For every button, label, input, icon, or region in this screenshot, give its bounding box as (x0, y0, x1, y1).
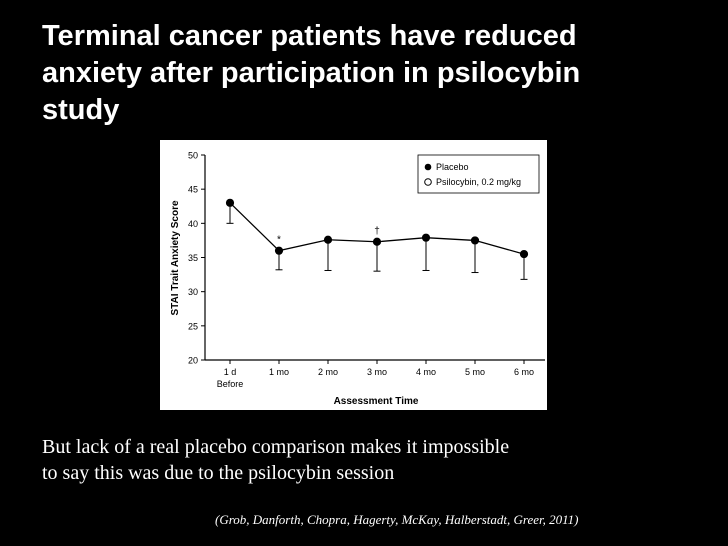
x-tick-label-2: 2 mo (318, 367, 338, 377)
data-point-3 (372, 237, 382, 246)
x-tick-sublabel-0: Before (217, 379, 244, 389)
y-tick-label-20: 20 (188, 356, 198, 366)
legend-marker-psilocybin (424, 178, 432, 186)
caption-line-1: But lack of a real placebo comparison ma… (42, 436, 510, 458)
y-tick-label-35: 35 (188, 253, 198, 263)
data-point-0 (225, 198, 235, 207)
data-point-1 (274, 246, 284, 255)
y-tick-label-25: 25 (188, 321, 198, 331)
slide-title: Terminal cancer patients have reduced an… (42, 18, 682, 129)
x-tick-label-6: 6 mo (514, 367, 534, 377)
x-tick-label-3: 3 mo (367, 367, 387, 377)
data-point-6 (519, 249, 529, 259)
data-point-4 (421, 233, 431, 242)
legend-marker-placebo (424, 163, 432, 171)
caption-line-2: to say this was due to the psilocybin se… (42, 462, 395, 484)
annotation-1: † (374, 226, 380, 237)
x-tick-label-0: 1 d (224, 367, 237, 377)
x-tick-label-5: 5 mo (465, 367, 485, 377)
y-ticks-group: 20 25 30 35 40 45 50 (188, 151, 205, 366)
annotation-0: * (277, 235, 281, 246)
legend-label-psilocybin: Psilocybin, 0.2 mg/kg (436, 177, 521, 187)
slide-title-line-1: Terminal cancer patients have reduced (42, 20, 577, 52)
legend-label-placebo: Placebo (436, 162, 469, 172)
caption: But lack of a real placebo comparison ma… (42, 434, 702, 486)
y-tick-label-30: 30 (188, 287, 198, 297)
x-tick-label-4: 4 mo (416, 367, 436, 377)
slide-title-line-2: anxiety after participation in psilocybi… (42, 57, 581, 89)
data-point-2 (323, 235, 333, 244)
slide-title-line-3: study (42, 94, 120, 126)
y-axis-label: STAI Trait Anxiety Score (170, 200, 181, 315)
y-tick-label-45: 45 (188, 185, 198, 195)
y-tick-label-50: 50 (188, 151, 198, 161)
x-ticks-group: 1 d Before 1 mo 2 mo 3 mo 4 mo 5 mo 6 mo (217, 360, 534, 389)
legend-box (417, 154, 540, 194)
x-tick-label-1: 1 mo (269, 367, 289, 377)
legend: Placebo Psilocybin, 0.2 mg/kg (417, 154, 540, 194)
citation: (Grob, Danforth, Chopra, Hagerty, McKay,… (215, 512, 579, 527)
annotations-group: *† (277, 226, 380, 246)
data-point-5 (470, 236, 480, 245)
series-group (225, 198, 529, 280)
y-tick-label-40: 40 (188, 219, 198, 229)
x-axis-label: Assessment Time (334, 396, 419, 407)
